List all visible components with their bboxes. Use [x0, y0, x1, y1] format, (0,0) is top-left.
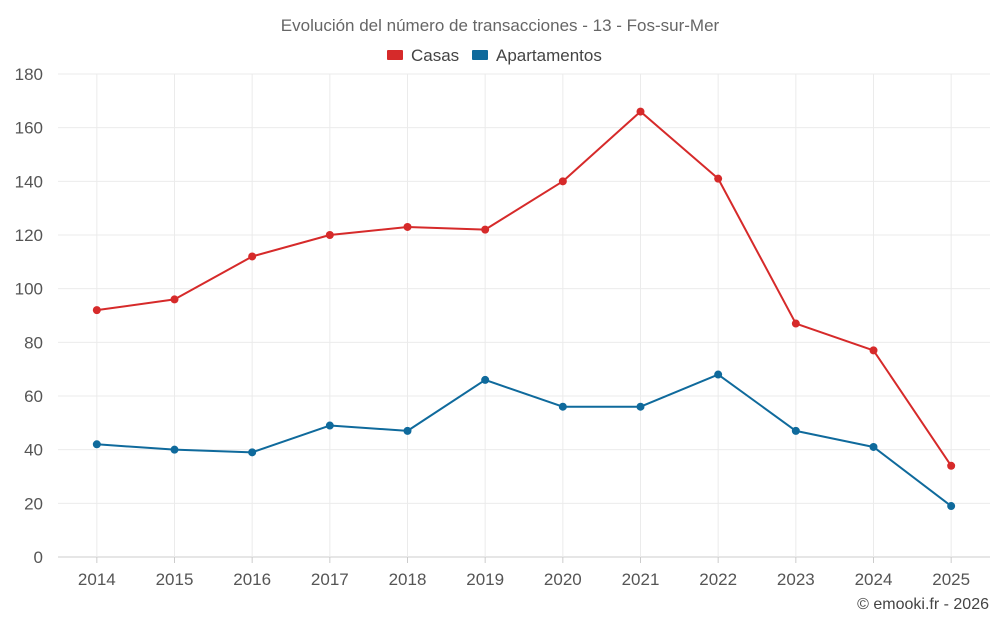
x-tick-label: 2015 [156, 570, 194, 589]
y-tick-label: 160 [15, 119, 43, 138]
data-point-casas[interactable] [325, 231, 334, 239]
x-tick-label: 2025 [932, 570, 970, 589]
data-point-apartamentos[interactable] [714, 370, 723, 379]
data-point-casas[interactable] [791, 319, 800, 328]
data-point-apartamentos[interactable] [403, 426, 412, 435]
y-tick-label: 120 [15, 226, 43, 245]
data-point-casas[interactable] [558, 177, 567, 186]
legend-swatch-casas [387, 50, 403, 60]
data-point-apartamentos[interactable] [791, 426, 800, 435]
data-point-apartamentos[interactable] [947, 502, 956, 511]
series-apartamentos [92, 370, 956, 511]
data-point-apartamentos[interactable] [170, 445, 179, 454]
y-tick-label: 100 [15, 280, 43, 299]
series-line-casas [96, 110, 952, 467]
series [92, 107, 956, 511]
data-point-apartamentos[interactable] [248, 448, 257, 457]
legend-item-casas[interactable]: Casas [387, 46, 459, 65]
data-point-apartamentos[interactable] [92, 440, 101, 449]
y-axis: 0 20 40 60 80 100 120 140 160 180 [15, 65, 43, 567]
data-point-casas[interactable] [869, 346, 878, 355]
data-point-casas[interactable] [92, 306, 101, 315]
data-point-casas[interactable] [481, 225, 490, 234]
data-point-casas[interactable] [947, 461, 956, 470]
x-tick-label: 2017 [311, 570, 349, 589]
data-point-casas[interactable] [714, 174, 723, 183]
series-line-apartamentos [96, 373, 952, 507]
data-point-apartamentos[interactable] [481, 375, 490, 384]
y-tick-label: 140 [15, 172, 43, 191]
legend-label-apartamentos: Apartamentos [496, 46, 602, 65]
y-tick-label: 60 [24, 387, 43, 406]
y-tick-label: 20 [24, 494, 43, 513]
data-point-apartamentos[interactable] [869, 442, 878, 451]
data-point-casas[interactable] [403, 222, 412, 231]
grid [58, 73, 990, 558]
x-tick-label: 2021 [622, 570, 660, 589]
series-casas [92, 107, 956, 470]
legend-swatch-apartamentos [472, 50, 488, 60]
x-tick-label: 2022 [699, 570, 737, 589]
y-tick-label: 40 [24, 441, 43, 460]
x-tick-label: 2016 [233, 570, 271, 589]
x-tick-label: 2020 [544, 570, 582, 589]
x-tick-label: 2019 [466, 570, 504, 589]
legend-label-casas: Casas [411, 46, 459, 65]
legend: Casas Apartamentos [387, 46, 602, 65]
data-point-apartamentos[interactable] [325, 421, 334, 430]
data-point-casas[interactable] [248, 252, 257, 261]
data-point-casas[interactable] [170, 295, 179, 304]
x-tick-label: 2023 [777, 570, 815, 589]
y-tick-label: 80 [24, 333, 43, 352]
data-point-apartamentos[interactable] [558, 402, 567, 411]
data-point-casas[interactable] [636, 107, 645, 116]
y-tick-label: 180 [15, 65, 43, 84]
y-tick-label: 0 [34, 548, 43, 567]
legend-item-apartamentos[interactable]: Apartamentos [472, 46, 602, 65]
credit-text: © emooki.fr - 2026 [857, 596, 989, 613]
data-point-apartamentos[interactable] [636, 402, 645, 411]
x-tick-label: 2014 [78, 570, 116, 589]
x-tick-label: 2018 [389, 570, 427, 589]
x-axis: 2014 2015 2016 2017 2018 2019 2020 2021 2022 2023… [78, 557, 970, 589]
chart-title: Evolución del número de transacciones - … [281, 16, 720, 35]
x-tick-label: 2024 [855, 570, 893, 589]
